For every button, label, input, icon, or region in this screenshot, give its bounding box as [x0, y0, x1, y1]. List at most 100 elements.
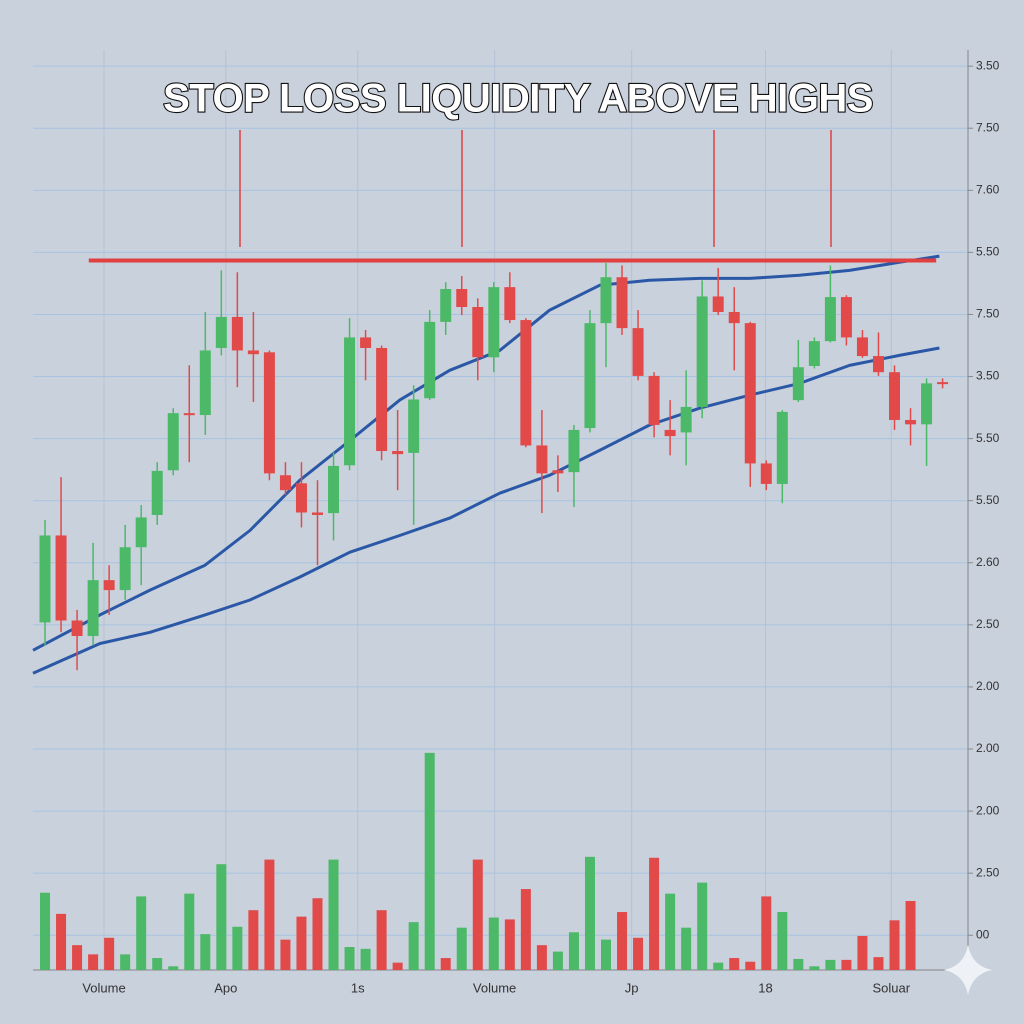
- volume-bar: [40, 892, 51, 970]
- y-tick-label: 2.50: [976, 617, 1000, 631]
- volume-bar: [889, 920, 900, 970]
- x-tick-label: Apo: [214, 980, 237, 995]
- candle-body: [119, 547, 131, 591]
- y-tick-label: 7.60: [976, 182, 1000, 196]
- volume-bar: [681, 927, 692, 970]
- candle-body: [87, 580, 99, 637]
- candle-body: [344, 337, 356, 466]
- candle-body: [664, 429, 676, 437]
- volume-bar: [905, 901, 916, 970]
- volume-bar: [104, 937, 115, 970]
- chart-title: STOP LOSS LIQUIDITY ABOVE HIGHS: [163, 77, 873, 121]
- volume-bar: [761, 896, 772, 970]
- volume-bar: [280, 939, 291, 970]
- candle-body: [696, 296, 708, 407]
- candle-body: [183, 413, 195, 416]
- candle-body: [648, 375, 660, 425]
- volume-bar: [825, 959, 836, 970]
- volume-bar: [328, 859, 339, 970]
- volume-bar: [72, 945, 83, 970]
- candle-body: [167, 413, 179, 471]
- candle-body: [921, 383, 933, 425]
- candle-body: [889, 372, 901, 420]
- candle-body: [744, 323, 756, 464]
- candle-body: [39, 535, 51, 623]
- candle-body: [872, 356, 884, 373]
- volume-bar: [136, 896, 147, 970]
- volume-bar: [617, 912, 628, 970]
- volume-bar: [729, 958, 740, 970]
- volume-bar: [697, 882, 708, 970]
- x-tick-label: Soluar: [873, 980, 911, 995]
- volume-bar: [248, 910, 259, 970]
- y-tick-label: 2.00: [976, 803, 1000, 817]
- volume-bar: [216, 864, 227, 970]
- candle-body: [328, 465, 340, 514]
- volume-bar: [424, 752, 435, 970]
- volume-bar: [152, 958, 163, 970]
- volume-bar: [809, 966, 820, 970]
- x-tick-label: Volume: [82, 980, 125, 995]
- candle-body: [295, 483, 307, 513]
- candle-body: [376, 347, 388, 452]
- volume-bar: [873, 957, 884, 970]
- volume-bar: [601, 939, 612, 970]
- volume-bar: [200, 934, 211, 970]
- candle-body: [905, 419, 917, 425]
- candle-body: [680, 406, 692, 433]
- volume-bar: [665, 893, 676, 970]
- volume-bar: [857, 935, 868, 970]
- volume-bar: [841, 959, 852, 970]
- x-tick-label: Volume: [473, 980, 516, 995]
- volume-bar: [168, 966, 179, 970]
- y-tick-label: 2.50: [976, 865, 1000, 879]
- volume-bar: [584, 856, 595, 970]
- candle-body: [504, 287, 516, 321]
- volume-bar: [520, 889, 531, 970]
- volume-bar: [504, 919, 515, 970]
- volume-bar: [88, 954, 99, 970]
- x-tick-label: Jp: [625, 980, 639, 995]
- volume-bar: [296, 916, 307, 970]
- candle-body: [937, 382, 949, 385]
- volume-bar: [408, 922, 419, 970]
- candle-body: [440, 289, 452, 322]
- volume-bar: [360, 948, 371, 970]
- volume-bar: [456, 927, 467, 970]
- volume-bar: [472, 859, 483, 970]
- y-tick-label: 2.60: [976, 555, 1000, 569]
- volume-bar: [232, 926, 243, 970]
- candle-body: [472, 307, 484, 358]
- y-tick-label: 7.50: [976, 307, 1000, 321]
- candle-body: [424, 321, 436, 399]
- volume-bar: [344, 947, 355, 970]
- y-tick-label: 3.50: [976, 369, 1000, 383]
- candle-body: [584, 323, 596, 429]
- volume-bar: [56, 913, 67, 970]
- volume-bar: [713, 962, 724, 970]
- candle-body: [263, 352, 275, 474]
- candle-body: [408, 399, 420, 453]
- y-tick-label: 5.50: [976, 431, 1000, 445]
- volume-bar: [649, 857, 660, 970]
- volume-bar: [552, 951, 563, 970]
- candle-body: [808, 341, 820, 366]
- volume-bar: [264, 859, 275, 970]
- candle-body: [840, 297, 852, 338]
- x-tick-label: 18: [758, 980, 772, 995]
- x-tick-label: 1s: [351, 980, 365, 995]
- y-tick-label: 00: [976, 927, 990, 941]
- candle-body: [536, 445, 548, 474]
- volume-bar: [392, 962, 403, 970]
- candle-body: [199, 350, 211, 416]
- volume-bar: [568, 932, 579, 970]
- candle-body: [247, 350, 259, 355]
- y-tick-label: 5.50: [976, 245, 1000, 259]
- volume-bar: [745, 961, 756, 970]
- y-tick-label: 2.00: [976, 679, 1000, 693]
- candle-body: [856, 337, 868, 357]
- candle-body: [728, 311, 740, 324]
- candle-body: [792, 367, 804, 401]
- plot: [32, 254, 949, 970]
